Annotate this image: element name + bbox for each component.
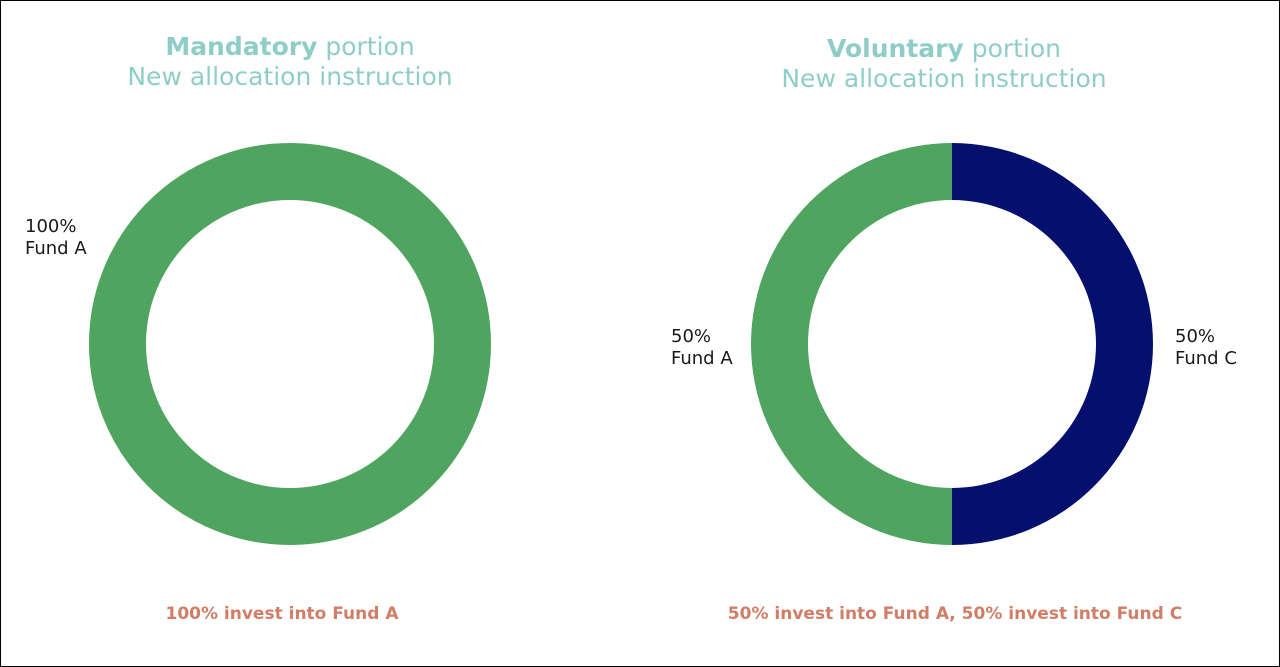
chart-caption: 100% invest into Fund A [165,604,399,624]
voluntary-panel: Voluntary portion New allocation instruc… [640,0,1280,667]
title-bold: Mandatory [165,32,318,61]
slice-fund-a [751,143,952,545]
slice-name-label: Fund A [25,238,87,259]
slice-fund-c [952,143,1153,545]
slice-label-fund-a: 100% Fund A [25,216,87,260]
slice-label-fund-a: 50% Fund A [671,326,733,370]
slice-value-label: 50% [1175,326,1216,347]
slice-value-label: 100% [25,216,77,237]
title-bold: Voluntary [826,34,964,63]
slice-name-label: Fund A [671,348,733,369]
voluntary-donut-chart [751,143,1153,545]
chart-title: Voluntary portion [640,34,1248,64]
slice-value-label: 50% [671,326,712,347]
slice-fund-a [89,143,491,545]
title-rest: portion [963,34,1062,63]
title-rest: portion [317,32,415,61]
chart-caption: 50% invest into Fund A, 50% invest into … [727,604,1183,624]
chart-subtitle: New allocation instruction [781,64,1107,93]
slice-label-fund-c: 50% Fund C [1175,326,1237,370]
chart-subtitle: New allocation instruction [127,62,453,91]
chart-title: Mandatory portion [0,32,580,62]
mandatory-panel: Mandatory portion New allocation instruc… [0,0,580,667]
slice-name-label: Fund C [1175,348,1237,369]
mandatory-donut-chart [89,143,491,545]
